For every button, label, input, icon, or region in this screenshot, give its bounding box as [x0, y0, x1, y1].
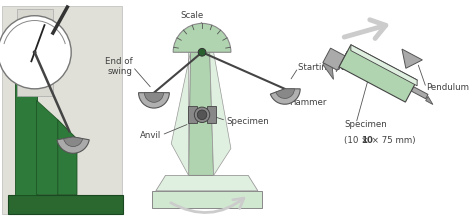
Polygon shape [156, 175, 258, 191]
Polygon shape [15, 67, 36, 195]
Polygon shape [171, 52, 191, 175]
Text: Specimen: Specimen [226, 117, 269, 126]
Wedge shape [138, 93, 169, 108]
Polygon shape [411, 87, 428, 99]
FancyArrowPatch shape [171, 198, 244, 213]
Text: Specimen: Specimen [345, 120, 387, 129]
Polygon shape [323, 50, 334, 79]
FancyArrowPatch shape [344, 20, 386, 38]
Polygon shape [402, 49, 422, 68]
Wedge shape [57, 137, 89, 153]
Polygon shape [18, 9, 53, 95]
Wedge shape [144, 93, 164, 102]
Text: Pendulum: Pendulum [426, 83, 469, 92]
Text: Anvil: Anvil [140, 130, 162, 139]
Polygon shape [8, 195, 123, 214]
Wedge shape [173, 23, 231, 52]
Wedge shape [276, 89, 294, 99]
Text: Starting position: Starting position [298, 63, 370, 72]
Polygon shape [36, 100, 58, 195]
FancyBboxPatch shape [2, 6, 122, 214]
Text: (10 ×: (10 × [345, 136, 372, 145]
Polygon shape [323, 48, 347, 70]
Wedge shape [64, 137, 82, 147]
Polygon shape [58, 120, 77, 195]
Polygon shape [339, 45, 417, 102]
Text: Hammer: Hammer [290, 98, 327, 107]
Polygon shape [426, 96, 433, 104]
Polygon shape [152, 191, 262, 208]
Text: End of
swing: End of swing [105, 57, 133, 76]
Circle shape [198, 48, 206, 56]
Text: 10: 10 [361, 136, 373, 145]
Polygon shape [189, 52, 214, 175]
Polygon shape [188, 106, 197, 123]
Polygon shape [207, 106, 217, 123]
Polygon shape [210, 52, 231, 175]
Circle shape [33, 50, 36, 54]
Circle shape [194, 107, 210, 123]
Circle shape [0, 16, 71, 89]
Text: Scale: Scale [181, 11, 204, 23]
Wedge shape [270, 89, 300, 104]
Circle shape [197, 110, 207, 120]
Text: × 75 mm): × 75 mm) [368, 136, 415, 145]
Polygon shape [351, 45, 417, 86]
